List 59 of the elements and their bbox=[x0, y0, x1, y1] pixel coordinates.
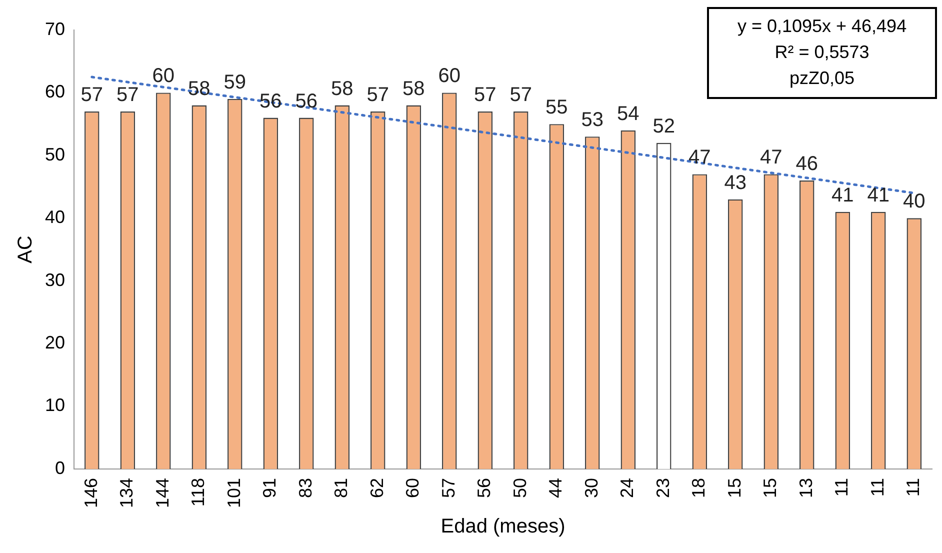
x-tick-label: 30 bbox=[581, 478, 602, 498]
y-tick-label: 30 bbox=[44, 270, 66, 290]
x-tick-label: 91 bbox=[260, 478, 280, 498]
x-tick-label: 15 bbox=[724, 478, 744, 498]
data-label: 57 bbox=[474, 84, 496, 106]
x-tick-label: 118 bbox=[188, 478, 208, 507]
x-tick-label: 144 bbox=[152, 478, 172, 508]
x-tick-label: 56 bbox=[474, 478, 494, 498]
x-tick-label: 11 bbox=[903, 478, 924, 497]
data-label: 46 bbox=[796, 153, 818, 176]
data-label: 60 bbox=[438, 65, 461, 88]
y-tick-label: 10 bbox=[44, 395, 66, 416]
data-label: 52 bbox=[652, 115, 676, 138]
annotation: y = 0,1095x + 46,494 bbox=[737, 16, 907, 36]
data-label: 41 bbox=[832, 184, 854, 206]
x-tick-label: 24 bbox=[617, 478, 638, 498]
data-label: 41 bbox=[867, 184, 890, 206]
data-label: 58 bbox=[331, 78, 354, 100]
x-tick-label: 11 bbox=[832, 478, 852, 497]
x-tick-label: 11 bbox=[867, 478, 888, 497]
data-label: 59 bbox=[224, 71, 246, 94]
y-tick-label: 70 bbox=[44, 18, 66, 39]
data-label: 58 bbox=[402, 78, 425, 100]
y-tick-label: 0 bbox=[55, 458, 66, 478]
data-label: 57 bbox=[116, 84, 139, 106]
annotation: R² = 0,5573 bbox=[774, 42, 870, 62]
data-label: 43 bbox=[724, 172, 747, 194]
data-label: 40 bbox=[903, 190, 926, 213]
data-label: 57 bbox=[510, 84, 532, 106]
x-tick-label: 134 bbox=[116, 478, 137, 508]
data-label: 60 bbox=[152, 65, 175, 88]
x-tick-label: 15 bbox=[760, 478, 780, 498]
x-tick-label: 57 bbox=[438, 478, 458, 498]
data-label: 56 bbox=[295, 90, 318, 112]
x-tick-label: 60 bbox=[402, 478, 423, 498]
y-axis-title: AC bbox=[14, 236, 37, 264]
x-tick-label: 62 bbox=[366, 478, 387, 498]
data-label: 55 bbox=[546, 96, 568, 119]
data-label: 54 bbox=[617, 102, 640, 125]
x-tick-label: 13 bbox=[796, 478, 816, 498]
annotation: pzZ0,05 bbox=[789, 68, 855, 88]
data-label: 57 bbox=[80, 84, 104, 106]
x-tick-label: 146 bbox=[80, 478, 101, 508]
x-tick-label: 50 bbox=[510, 478, 530, 498]
x-tick-label: 101 bbox=[224, 478, 244, 508]
x-tick-label: 18 bbox=[688, 478, 709, 498]
data-label: 47 bbox=[688, 146, 711, 169]
y-tick-label: 60 bbox=[44, 82, 66, 102]
x-axis-title: Edad (meses) bbox=[440, 516, 566, 538]
x-tick-label: 23 bbox=[652, 478, 673, 498]
x-tick-label: 83 bbox=[295, 478, 316, 498]
y-tick-label: 40 bbox=[44, 207, 66, 228]
y-tick-label: 50 bbox=[44, 144, 66, 164]
y-tick-label: 20 bbox=[44, 332, 66, 353]
data-label: 57 bbox=[366, 84, 390, 106]
data-label: 53 bbox=[581, 109, 604, 132]
x-tick-label: 81 bbox=[331, 478, 352, 498]
data-label: 47 bbox=[760, 146, 782, 169]
x-tick-label: 44 bbox=[546, 478, 566, 498]
